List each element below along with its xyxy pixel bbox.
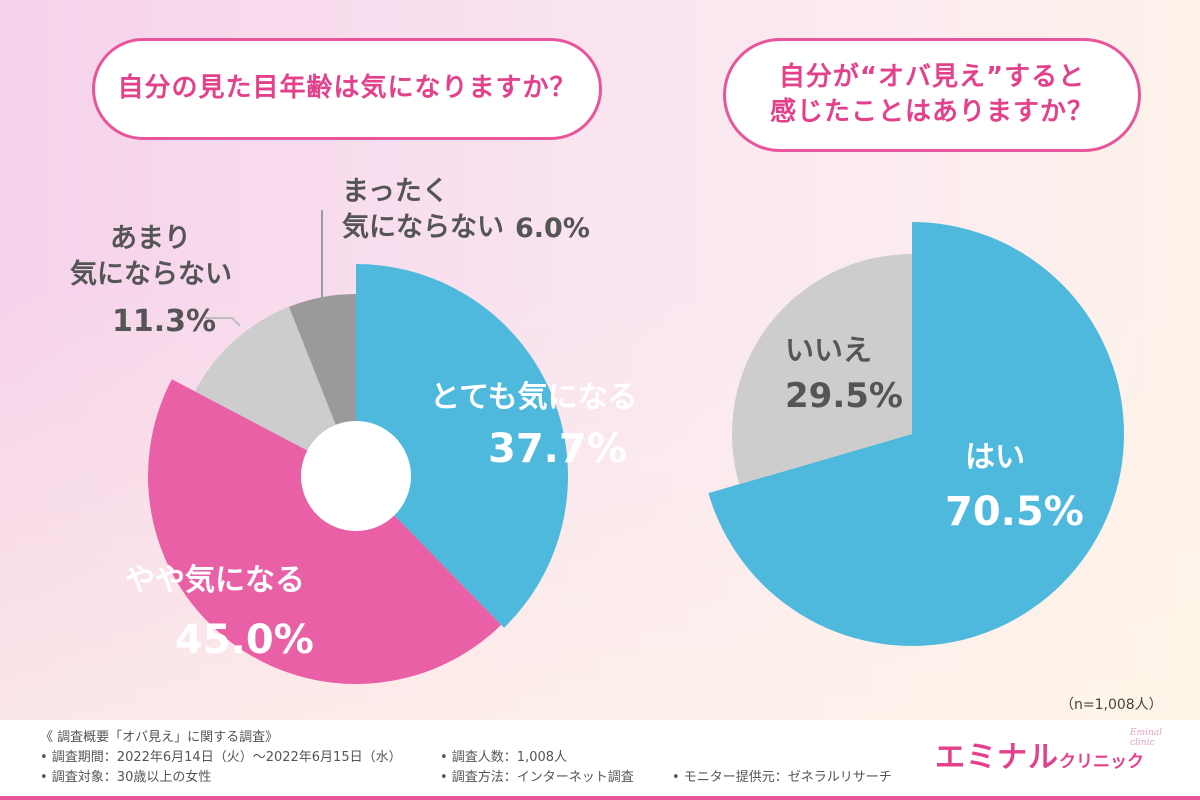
logo-sub-text: クリニック — [1059, 752, 1144, 772]
survey-period: • 調査期間：2022年6月14日（火）～2022年6月15日（水） — [40, 750, 402, 765]
label-somewhat-pct: 45.0% — [175, 617, 314, 663]
pie-chart-oba-mie — [708, 222, 1124, 646]
leader-line-notmuch — [205, 317, 241, 327]
label-notmuch-line1: あまり — [110, 223, 191, 254]
pie1-slice-1 — [356, 264, 569, 628]
logo-tiny-text: Eminal clinic — [1130, 728, 1163, 748]
pie2-slice-2 — [732, 254, 912, 485]
label-no: いいえ — [785, 333, 872, 367]
label-notatall-line2: 気にならない — [342, 211, 504, 243]
pie-center-hole — [301, 421, 411, 531]
label-notmuch-line2: 気にならない — [70, 258, 232, 290]
label-notmuch-pct: 11.3% — [112, 304, 216, 339]
label-notatall-pct: 6.0% — [515, 213, 590, 244]
label-yes-pct: 70.5% — [945, 489, 1084, 535]
label-very-pct: 37.7% — [488, 426, 627, 472]
logo-main-text: エミナル — [935, 740, 1059, 775]
survey-footer: 《 調査概要「オバ見え」に関する調査》 • 調査期間：2022年6月14日（火）… — [0, 720, 1200, 800]
sample-size-note: （n=1,008人） — [1060, 697, 1163, 713]
survey-count: • 調査人数：1,008人 — [440, 750, 568, 765]
survey-provider: • モニター提供元：ゼネラルリサーチ — [672, 770, 892, 785]
pie1-slice-3 — [194, 306, 356, 476]
question-text-oba-mie-line2: 感じたことはありますか？ — [769, 97, 1094, 127]
label-notatall-line1: まったく — [342, 176, 449, 207]
question-pill-oba-mie: 自分が“オバ見え”すると 感じたことはありますか？ — [723, 38, 1141, 152]
question-pill-visual-age: 自分の見た目年齢は気になりますか？ — [92, 38, 602, 140]
question-text-visual-age: 自分の見た目年齢は気になりますか？ — [117, 73, 577, 104]
label-yes: はい — [965, 440, 1025, 475]
label-somewhat: やや気になる — [125, 563, 305, 598]
pie1-slice-2 — [147, 379, 502, 684]
survey-title: 《 調査概要「オバ見え」に関する調査》 — [40, 730, 279, 745]
label-very: とても気になる — [430, 380, 638, 415]
eminal-clinic-logo: エミナルクリニック Eminal clinic — [935, 728, 1162, 776]
pie-chart-visual-age — [147, 264, 569, 684]
label-no-pct: 29.5% — [785, 376, 903, 416]
pie2-slice-1 — [708, 222, 1124, 646]
survey-target: • 調査対象：30歳以上の女性 — [40, 770, 212, 785]
question-text-oba-mie-line1: 自分が“オバ見え”すると — [778, 61, 1086, 92]
charts-canvas: まったく 気にならない 6.0% あまり 気にならない 11.3% とても気にな… — [70, 176, 1124, 684]
survey-method: • 調査方法：インターネット調査 — [440, 770, 634, 785]
